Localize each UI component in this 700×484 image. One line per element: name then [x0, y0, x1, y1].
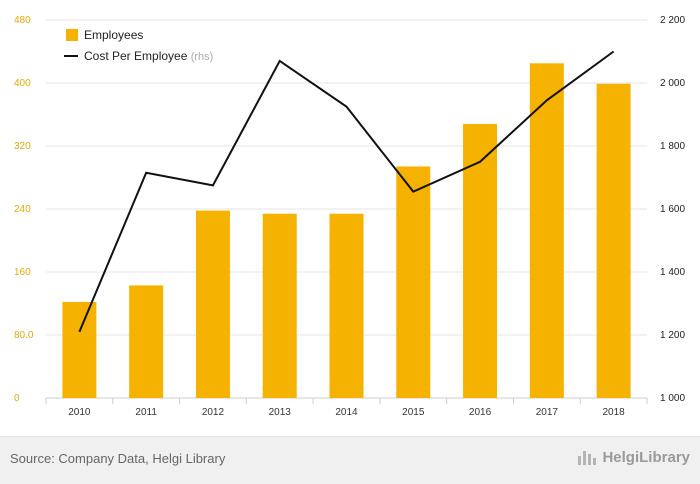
brand-logo: HelgiLibrary — [578, 449, 690, 466]
y-right-tick-label: 1 800 — [660, 141, 685, 152]
x-tick-label: 2013 — [269, 407, 292, 418]
bar-employees — [529, 63, 564, 398]
library-icon — [578, 450, 598, 465]
y-left-tick-label: 320 — [14, 141, 31, 152]
x-tick-label: 2018 — [602, 407, 625, 418]
source-note: Source: Company Data, Helgi Library — [10, 451, 226, 466]
y-left-tick-label: 80.0 — [14, 330, 34, 341]
legend-label-cost: Cost Per Employee (rhs) — [84, 49, 213, 63]
legend-swatch-employees — [66, 29, 78, 41]
x-tick-label: 2017 — [536, 407, 559, 418]
y-left-tick-label: 240 — [14, 204, 31, 215]
y-left-tick-label: 160 — [14, 267, 31, 278]
bar-employees — [262, 213, 297, 398]
y-left-tick-label: 0 — [14, 393, 20, 404]
legend-rhs-marker: (rhs) — [191, 51, 214, 63]
x-tick-label: 2016 — [469, 407, 492, 418]
bar-employees — [596, 83, 631, 398]
x-tick-label: 2014 — [335, 407, 358, 418]
x-tick-label: 2012 — [202, 407, 225, 418]
line-cost-per-employee — [78, 50, 615, 333]
y-left-tick-label: 480 — [14, 15, 31, 26]
legend-label-employees: Employees — [84, 28, 143, 42]
legend-series-name: Cost Per Employee — [84, 49, 191, 63]
y-right-tick-label: 2 200 — [660, 15, 685, 26]
y-right-tick-label: 2 000 — [660, 78, 685, 89]
x-tick-label: 2011 — [135, 407, 157, 418]
bar-employees — [329, 213, 364, 398]
bar-employees — [62, 301, 97, 398]
y-right-tick-label: 1 600 — [660, 204, 685, 215]
brand-name: HelgiLibrary — [602, 449, 690, 466]
y-right-tick-label: 1 000 — [660, 393, 685, 404]
footer: Source: Company Data, Helgi Library Helg… — [0, 436, 700, 484]
y-right-tick-label: 1 200 — [660, 330, 685, 341]
x-tick-label: 2010 — [68, 407, 91, 418]
bar-employees — [463, 123, 498, 398]
x-tick-label: 2015 — [402, 407, 425, 418]
y-right-tick-label: 1 400 — [660, 267, 685, 278]
y-left-tick-label: 400 — [14, 78, 31, 89]
combo-chart: 0 80.0 160 240 320 400 480 1 000 1 200 1 400 1 600… — [14, 15, 685, 418]
bar-employees — [195, 210, 230, 398]
bar-employees — [396, 166, 431, 398]
bar-employees — [129, 285, 164, 398]
